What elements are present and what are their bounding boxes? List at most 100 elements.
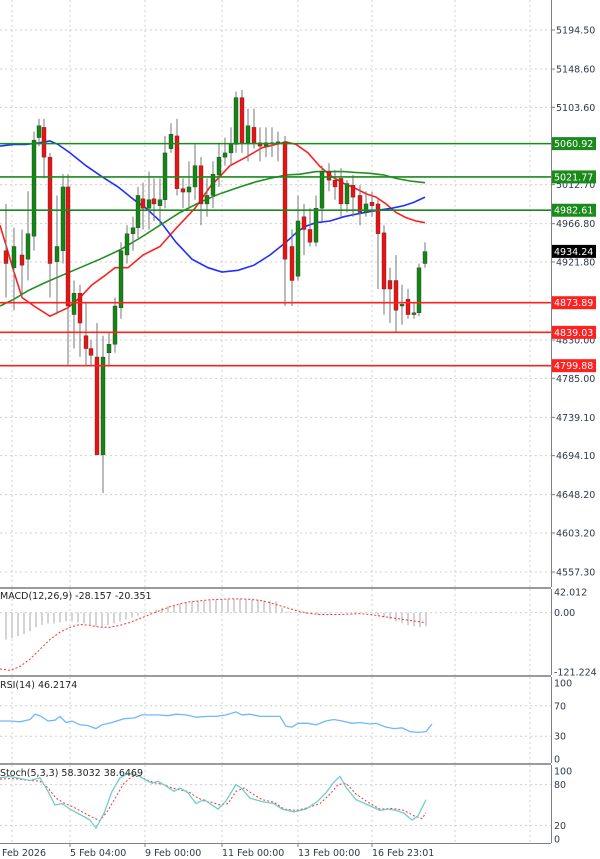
resistance-price-tag-bg bbox=[552, 170, 596, 184]
bearish-candle bbox=[282, 141, 288, 260]
rsi-axis-label: 30 bbox=[554, 732, 566, 743]
resistance-price-tag-label: 5021.77 bbox=[554, 172, 593, 183]
rsi-line bbox=[0, 711, 433, 734]
price-tick-label: 4648.20 bbox=[556, 490, 595, 501]
bullish-candle bbox=[222, 152, 228, 158]
bearish-candle bbox=[88, 348, 94, 356]
bullish-candle bbox=[54, 246, 60, 262]
support-price-tag-bg bbox=[552, 296, 596, 310]
support-price-tag-bg bbox=[552, 325, 596, 339]
rsi-title: RSI(14) 46.2174 bbox=[0, 680, 77, 691]
bearish-candle bbox=[251, 127, 257, 143]
candlesticks bbox=[3, 89, 428, 494]
macd-histogram bbox=[5, 598, 427, 640]
rsi-axis-label: 70 bbox=[554, 701, 566, 712]
price-tick-label: 4603.20 bbox=[556, 528, 595, 539]
resistance-price-tag-bg bbox=[552, 203, 596, 217]
price-tick-label: 4921.80 bbox=[556, 257, 595, 268]
bearish-candle bbox=[307, 229, 313, 243]
price-tick-label: 5012.70 bbox=[556, 180, 595, 191]
stochastic-grid bbox=[0, 765, 551, 843]
bearish-candle bbox=[405, 299, 411, 315]
pane-separator bbox=[0, 763, 551, 765]
bullish-candle bbox=[245, 125, 251, 143]
bullish-candle bbox=[118, 250, 124, 308]
stochastic-axis-label: 80 bbox=[554, 780, 566, 791]
bullish-candle bbox=[422, 251, 428, 264]
stochastic-axis: 100 80 20 0 bbox=[554, 767, 572, 846]
resistance-price-tag-bg bbox=[552, 137, 596, 151]
stochastic-main-line bbox=[0, 773, 427, 830]
time-axis-label: Feb 2026 bbox=[2, 848, 46, 859]
time-axis-labels: Feb 2026 5 Feb 04:00 9 Feb 00:00 11 Feb 00:… bbox=[2, 843, 434, 859]
bearish-candle bbox=[381, 232, 387, 290]
bearish-candle bbox=[77, 293, 83, 324]
bullish-candle bbox=[130, 227, 136, 234]
price-tick-label: 5103.60 bbox=[556, 103, 595, 114]
price-pane[interactable]: 5194.50 5148.60 5103.60 5012.70 4966.80 4921.… bbox=[0, 0, 596, 587]
rsi-grid bbox=[0, 677, 551, 763]
rsi-axis-label: 100 bbox=[554, 679, 572, 690]
bullish-candle bbox=[106, 344, 112, 354]
bearish-candle bbox=[332, 179, 338, 188]
bullish-candle bbox=[313, 207, 319, 243]
bearish-candle bbox=[375, 203, 381, 234]
resistance-price-tag-label: 5060.92 bbox=[554, 139, 593, 150]
bullish-candle bbox=[25, 233, 31, 260]
bullish-candle bbox=[157, 199, 163, 206]
stochastic-axis-label: 20 bbox=[554, 821, 566, 832]
time-axis[interactable]: Feb 2026 5 Feb 04:00 9 Feb 00:00 11 Feb 00:… bbox=[0, 843, 551, 859]
price-tags: 5060.92 5021.77 4982.61 4873.89 4839.03 4799.… bbox=[552, 137, 596, 373]
pane-separator bbox=[0, 587, 551, 589]
bullish-candle bbox=[216, 156, 222, 176]
bullish-candle bbox=[186, 186, 192, 193]
resistance-price-tag-label: 4982.61 bbox=[554, 206, 593, 217]
stochastic-title: Stoch(5,3,3) 58.3032 38.6469 bbox=[0, 768, 143, 779]
price-tick-label: 4557.30 bbox=[556, 568, 595, 579]
rsi-pane[interactable]: RSI(14) 46.2174 100 70 30 0 bbox=[0, 675, 572, 766]
macd-axis-label: -121.224 bbox=[554, 668, 597, 679]
bearish-candle bbox=[387, 280, 393, 290]
bullish-candle bbox=[100, 356, 106, 456]
bullish-candle bbox=[36, 125, 42, 138]
bullish-candle bbox=[399, 304, 405, 307]
time-axis-label: 5 Feb 04:00 bbox=[70, 848, 126, 859]
price-axis[interactable]: 5194.50 5148.60 5103.60 5012.70 4966.80 4921.… bbox=[551, 26, 595, 579]
bullish-candle bbox=[71, 293, 77, 315]
bearish-candle bbox=[83, 335, 89, 349]
price-tick-label: 4966.80 bbox=[556, 219, 595, 230]
bearish-candle bbox=[301, 216, 307, 230]
macd-pane[interactable]: MACD(12,26,9) -28.157 -20.351 42.012 0.00… bbox=[0, 587, 597, 679]
bullish-candle bbox=[411, 312, 417, 315]
bullish-candle bbox=[146, 199, 152, 209]
bullish-candle bbox=[11, 246, 17, 268]
bullish-candle bbox=[135, 195, 141, 228]
bearish-candle bbox=[3, 250, 9, 264]
rsi-axis-label: 0 bbox=[554, 755, 560, 766]
price-tick-label: 5148.60 bbox=[556, 65, 595, 76]
support-price-tag-label: 4839.03 bbox=[554, 328, 593, 339]
bullish-candle bbox=[60, 186, 66, 251]
bearish-candle bbox=[350, 185, 356, 198]
stochastic-signal-line bbox=[0, 775, 427, 822]
bullish-candle bbox=[210, 173, 216, 196]
price-tick-label: 4694.10 bbox=[556, 451, 595, 462]
bullish-candle bbox=[275, 141, 281, 144]
bullish-candle bbox=[363, 203, 369, 213]
pane-separator bbox=[0, 675, 551, 677]
price-tick-label: 4739.10 bbox=[556, 413, 595, 424]
current-price-tag-bg bbox=[552, 244, 596, 258]
stochastic-pane[interactable]: Stoch(5,3,3) 58.3032 38.6469 100 80 20 0 bbox=[0, 763, 572, 846]
time-axis-label: 16 Feb 23:01 bbox=[372, 848, 434, 859]
bullish-candle bbox=[228, 144, 234, 154]
macd-title: MACD(12,26,9) -28.157 -20.351 bbox=[0, 591, 152, 602]
stochastic-axis-label: 100 bbox=[554, 767, 572, 778]
horizontal-levels[interactable] bbox=[0, 142, 551, 367]
bearish-candle bbox=[174, 135, 180, 189]
time-axis-label: 9 Feb 00:00 bbox=[145, 848, 201, 859]
price-tick-label: 4785.00 bbox=[556, 374, 595, 385]
support-price-tag-label: 4873.89 bbox=[554, 298, 593, 309]
bullish-candle bbox=[416, 267, 422, 314]
rsi-axis: 100 70 30 0 bbox=[554, 679, 572, 766]
